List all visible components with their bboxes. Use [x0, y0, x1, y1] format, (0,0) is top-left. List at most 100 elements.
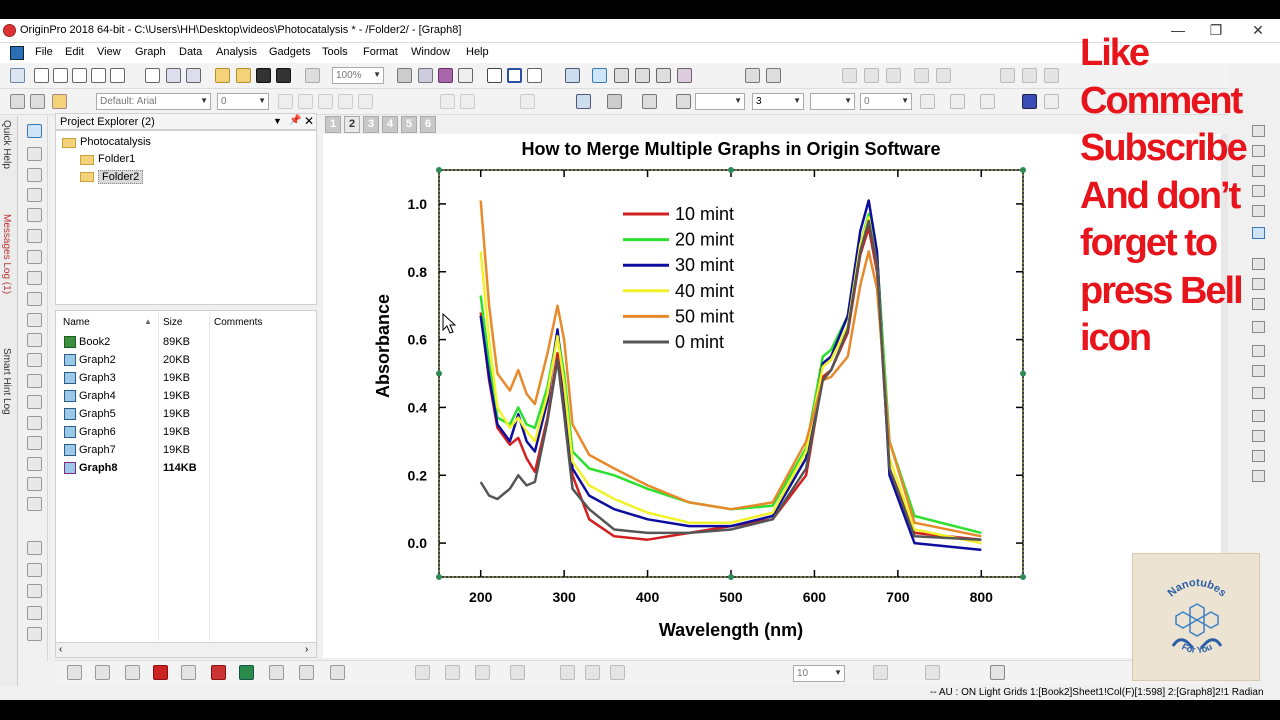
- align-center-icon[interactable]: [460, 94, 475, 109]
- new-layout-icon[interactable]: [145, 68, 160, 83]
- page-tab-3[interactable]: 3: [363, 116, 379, 133]
- new-project-icon[interactable]: [10, 68, 25, 83]
- rectangle-tool-icon[interactable]: [27, 333, 42, 347]
- rotate-icon[interactable]: [1252, 470, 1265, 482]
- page-tab-4[interactable]: 4: [382, 116, 398, 133]
- stack-plot-icon[interactable]: [864, 68, 879, 83]
- symbol-select[interactable]: ▼: [810, 93, 855, 110]
- back-icon[interactable]: [1252, 365, 1265, 377]
- anti-alias-icon[interactable]: [1252, 321, 1265, 333]
- list-item[interactable]: Graph2 20KB: [62, 352, 312, 370]
- new-script-icon[interactable]: [186, 68, 201, 83]
- new-excel-icon[interactable]: [53, 68, 68, 83]
- list-item[interactable]: Graph4 19KB: [62, 388, 312, 406]
- font-size-select[interactable]: 0 ▼: [217, 93, 269, 110]
- font-name-select[interactable]: Default: Arial ▼: [96, 93, 211, 110]
- apps-icon[interactable]: [677, 68, 692, 83]
- perspective-icon[interactable]: [610, 665, 625, 680]
- zoom-in-icon[interactable]: [27, 147, 42, 161]
- data-selector-icon[interactable]: [27, 250, 42, 264]
- recalculate-icon[interactable]: [305, 68, 320, 83]
- font-color-icon[interactable]: [520, 94, 535, 109]
- hand-tool-icon[interactable]: [27, 416, 42, 430]
- merge-graph-icon[interactable]: [27, 584, 42, 598]
- front-icon[interactable]: [1252, 345, 1265, 357]
- bottom-size-select[interactable]: 10 ▼: [793, 665, 845, 682]
- arrange-layers-icon[interactable]: [27, 606, 42, 620]
- menu-edit[interactable]: Edit: [65, 46, 84, 58]
- ternary-icon[interactable]: [510, 665, 525, 680]
- underline-icon[interactable]: [318, 94, 333, 109]
- sum-icon[interactable]: [745, 68, 760, 83]
- shape-tool-icon[interactable]: [27, 395, 42, 409]
- dropdown-icon[interactable]: ▼: [273, 116, 282, 126]
- scatter-draw-icon[interactable]: [95, 665, 110, 680]
- symbol-color-icon[interactable]: [676, 94, 691, 109]
- tab-messages-log[interactable]: Messages Log (1): [1, 214, 12, 295]
- line-symbol-draw-icon[interactable]: [125, 665, 140, 680]
- scroll-right-icon[interactable]: ›: [305, 644, 309, 655]
- bar-plot-icon[interactable]: [842, 68, 857, 83]
- bring-front-icon[interactable]: [925, 665, 940, 680]
- add-legend-icon[interactable]: [27, 627, 42, 641]
- cut-icon[interactable]: [10, 94, 25, 109]
- line-style-select[interactable]: ▼: [695, 93, 745, 110]
- bold-icon[interactable]: [278, 94, 293, 109]
- 3d-surface-icon[interactable]: [415, 665, 430, 680]
- unmask-icon[interactable]: [1022, 68, 1037, 83]
- project-explorer-toggle-icon[interactable]: [565, 68, 580, 83]
- border-icon[interactable]: [950, 94, 965, 109]
- add-layer-icon[interactable]: [27, 477, 42, 491]
- tab-smart-hint-log[interactable]: Smart Hint Log: [1, 348, 12, 415]
- copy-page-icon[interactable]: [418, 68, 433, 83]
- minimize-button[interactable]: —: [1171, 22, 1185, 38]
- distribute-h-icon[interactable]: [873, 665, 888, 680]
- region-mask-icon[interactable]: [27, 271, 42, 285]
- rescale-icon[interactable]: [1252, 145, 1265, 157]
- page-tab-2[interactable]: 2: [344, 116, 360, 133]
- paste-icon[interactable]: [52, 94, 67, 109]
- results-log-icon[interactable]: [527, 68, 542, 83]
- text-tool-icon[interactable]: [27, 313, 42, 327]
- mini-toolbar-icon[interactable]: [1022, 94, 1037, 109]
- template-library-icon[interactable]: [330, 665, 345, 680]
- enlarge-icon[interactable]: [1252, 185, 1265, 197]
- data-display-icon[interactable]: [458, 68, 473, 83]
- code-builder-icon[interactable]: [487, 68, 502, 83]
- graph-window[interactable]: How to Merge Multiple Graphs in Origin S…: [323, 134, 1221, 658]
- subscript-icon[interactable]: [358, 94, 373, 109]
- graph-vertical-scrollbar[interactable]: [1221, 134, 1228, 658]
- layout-icon[interactable]: [27, 541, 42, 555]
- line-draw-icon[interactable]: [67, 665, 82, 680]
- stat-plot-icon[interactable]: [936, 68, 951, 83]
- tree-root-photocatalysis[interactable]: Photocatalysis: [80, 136, 151, 148]
- column-header-comments[interactable]: Comments: [214, 317, 263, 328]
- menu-graph[interactable]: Graph: [135, 46, 166, 58]
- layer-management-icon[interactable]: [1252, 298, 1265, 310]
- arrow-tool-icon[interactable]: [27, 353, 42, 367]
- graph-canvas[interactable]: How to Merge Multiple Graphs in Origin S…: [323, 134, 1221, 658]
- column-stats-icon[interactable]: [766, 68, 781, 83]
- multi-panel-icon[interactable]: [181, 665, 196, 680]
- data-reader-right-icon[interactable]: [1252, 227, 1265, 239]
- page-tab-1[interactable]: 1: [325, 116, 341, 133]
- screen-reader-icon[interactable]: [27, 188, 42, 202]
- save-template-icon[interactable]: [276, 68, 291, 83]
- grid-icon[interactable]: [920, 94, 935, 109]
- menu-data[interactable]: Data: [179, 46, 203, 58]
- legend[interactable]: 10 mint 20 mint 30 mint 40 mint 50 mint 0 min…: [623, 204, 734, 352]
- table-icon[interactable]: [980, 94, 995, 109]
- tree-folder2-selected[interactable]: Folder2: [98, 170, 144, 184]
- pointer-icon[interactable]: [27, 124, 42, 138]
- 3d-scatter-icon[interactable]: [475, 665, 490, 680]
- scroll-left-icon[interactable]: ‹: [59, 644, 63, 655]
- workspace-icon[interactable]: [10, 46, 24, 60]
- column-header-size[interactable]: Size: [163, 317, 183, 328]
- pin-icon[interactable]: 📌: [289, 115, 302, 126]
- copy-icon[interactable]: [30, 94, 45, 109]
- distribute-icon[interactable]: [1252, 430, 1265, 442]
- page-setup-icon[interactable]: [27, 563, 42, 577]
- tilt-3d-icon[interactable]: [585, 665, 600, 680]
- 3d-bar-icon[interactable]: [445, 665, 460, 680]
- new-function-icon[interactable]: [110, 68, 125, 83]
